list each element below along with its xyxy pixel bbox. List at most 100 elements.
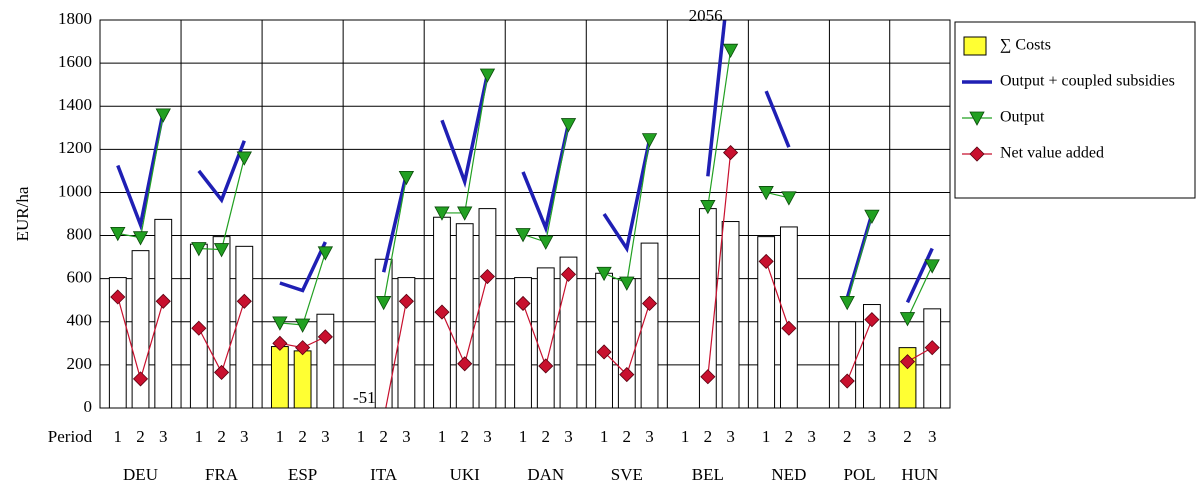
marker [839,295,855,311]
marker [969,146,985,162]
marker [515,295,531,312]
plot-area [108,20,942,426]
marker [398,170,415,186]
marker [924,259,940,274]
period-label: 2 [298,427,307,446]
period-label: 2 [136,427,145,446]
marker [560,266,577,282]
marker [272,335,288,351]
group-label: UKI [450,465,481,484]
line [521,123,571,234]
group-label: FRA [205,465,239,484]
marker [213,243,230,258]
plot-border [99,19,951,409]
bar [235,245,254,408]
y-axis-label: EUR/ha [13,186,32,241]
marker [515,228,531,243]
period-label: 1 [519,427,528,446]
marker [375,295,392,311]
marker [110,289,126,305]
period-label: 3 [321,427,330,446]
line [707,50,732,207]
period-label: 3 [159,427,168,446]
period-label: 3 [928,427,937,446]
legend: ∑ Costs Output + coupled subsidies Output N… [954,21,1196,199]
period-label: 1 [357,427,366,446]
bar [514,277,532,408]
period-label: 3 [240,427,249,446]
bar [559,256,578,408]
period-label: 3 [868,427,877,446]
marker [272,316,288,331]
marker [864,312,880,328]
legend-item: Output + coupled subsidies [962,73,1175,90]
marker [295,340,311,356]
marker [191,320,207,336]
legend-label: ∑ Costs [1000,37,1051,54]
period-label: 1 [195,427,204,446]
group-label: DEU [123,465,158,484]
y-tick-label: 600 [67,268,93,287]
y-tick-label: 1200 [58,138,92,157]
marker [132,371,149,387]
marker [864,209,880,224]
period-label: 1 [681,427,690,446]
line [383,177,407,303]
marker [700,369,716,385]
line [906,265,933,319]
marker [538,358,554,374]
marker [924,340,940,356]
marker [236,293,252,309]
line [602,139,652,253]
y-tick-label: 1000 [58,181,92,200]
group-label: POL [844,465,876,484]
period-label: 2 [460,427,469,446]
period-label: 1 [114,427,123,446]
bar [455,223,474,408]
period-label: 2 [217,427,226,446]
bar [316,313,335,408]
marker [538,235,554,250]
marker [294,318,311,333]
bar [757,236,776,408]
marker [377,412,391,426]
period-label: 3 [564,427,573,446]
y-tick-label: 1400 [58,95,92,114]
line [707,152,732,377]
legend-item: Net value added [962,145,1104,162]
line [197,140,246,204]
marker [110,227,126,242]
marker [191,242,207,257]
period-label: 2 [542,427,551,446]
period-label: 2 [704,427,713,446]
period-label: 1 [438,427,447,446]
bar [721,221,740,408]
line [440,73,490,188]
marker [457,206,473,221]
marker [700,200,716,215]
period-label: 2 [379,427,388,446]
line [279,241,327,293]
line [765,261,790,329]
marker [641,133,658,148]
legend-swatch [963,36,987,56]
line [385,301,407,408]
period-label: 3 [645,427,654,446]
period-label: 1 [276,427,285,446]
marker [132,231,149,246]
bar [154,218,173,408]
marker [899,312,916,327]
marker [479,268,496,285]
bar [212,236,231,408]
bar [595,272,613,408]
marker [317,329,333,345]
marker [839,373,855,389]
group-label: ITA [370,465,398,484]
line [764,90,791,148]
marker [723,145,739,161]
line [706,20,727,177]
period-label: 3 [402,427,411,446]
marker [236,151,252,166]
line [846,319,873,382]
